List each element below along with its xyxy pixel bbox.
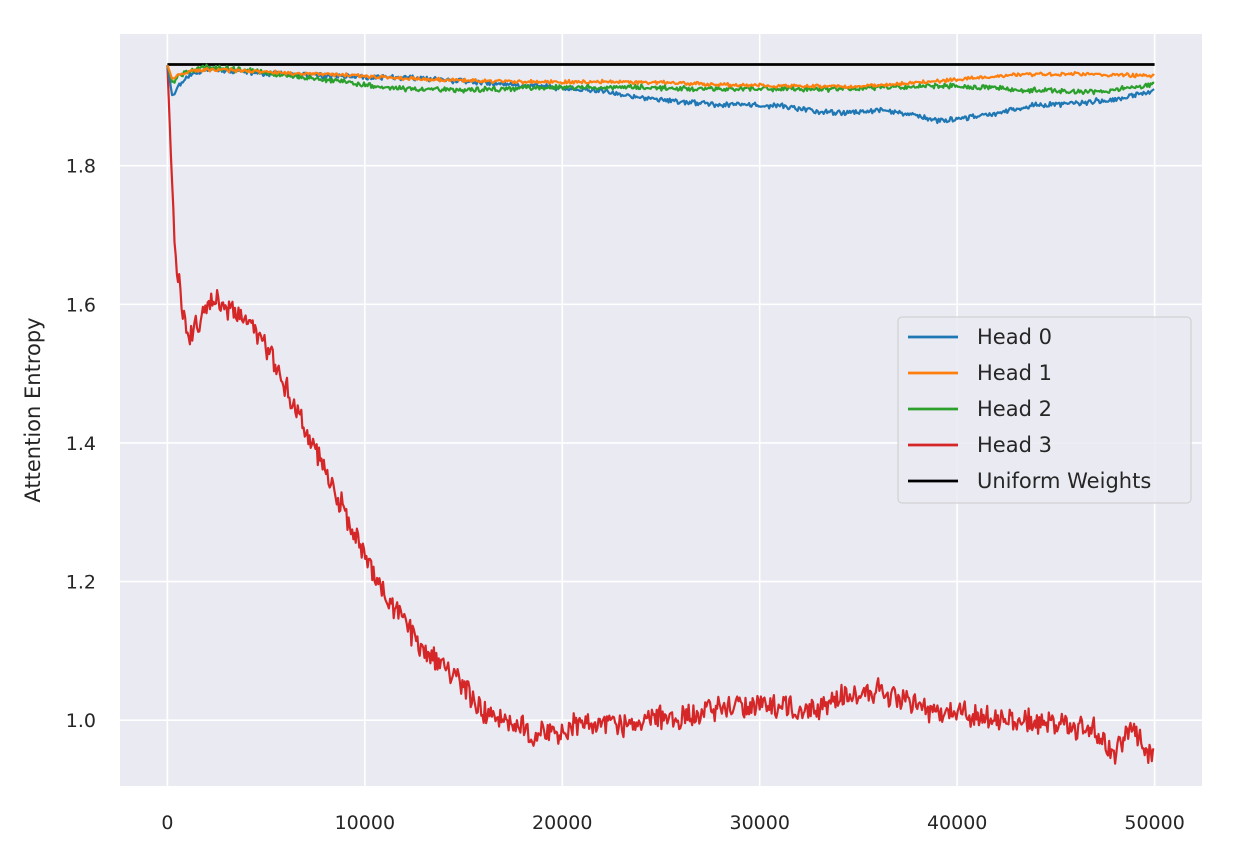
y-tick-labels: 1.0 1.2 1.4 1.6 1.8 (66, 156, 96, 732)
legend: Head 0 Head 1 Head 2 Head 3 Uniform Weights (897, 316, 1192, 504)
x-tick-label: 20000 (532, 812, 592, 834)
legend-box (897, 316, 1192, 504)
y-tick-label: 1.0 (66, 710, 96, 732)
series-group (166, 63, 1155, 765)
x-tick-label: 50000 (1124, 812, 1184, 834)
series-line-head-1 (166, 64, 1155, 90)
x-tick-label: 40000 (927, 812, 987, 834)
y-tick-label: 1.4 (66, 433, 96, 455)
legend-label: Head 3 (977, 433, 1052, 457)
series-line-head-2 (166, 63, 1155, 96)
x-tick-label: 0 (161, 812, 173, 834)
y-tick-label: 1.2 (66, 572, 96, 594)
legend-label: Uniform Weights (977, 469, 1151, 493)
legend-label: Head 0 (977, 325, 1052, 349)
x-tick-label: 30000 (729, 812, 789, 834)
y-tick-label: 1.6 (66, 294, 96, 316)
legend-label: Head 1 (977, 361, 1052, 385)
x-tick-labels: 0 10000 20000 30000 40000 50000 (161, 812, 1184, 834)
x-tick-label: 10000 (335, 812, 395, 834)
y-axis-label: Attention Entropy (21, 317, 45, 502)
series-line-head-3 (166, 65, 1155, 765)
legend-label: Head 2 (977, 397, 1052, 421)
y-tick-label: 1.8 (66, 156, 96, 178)
